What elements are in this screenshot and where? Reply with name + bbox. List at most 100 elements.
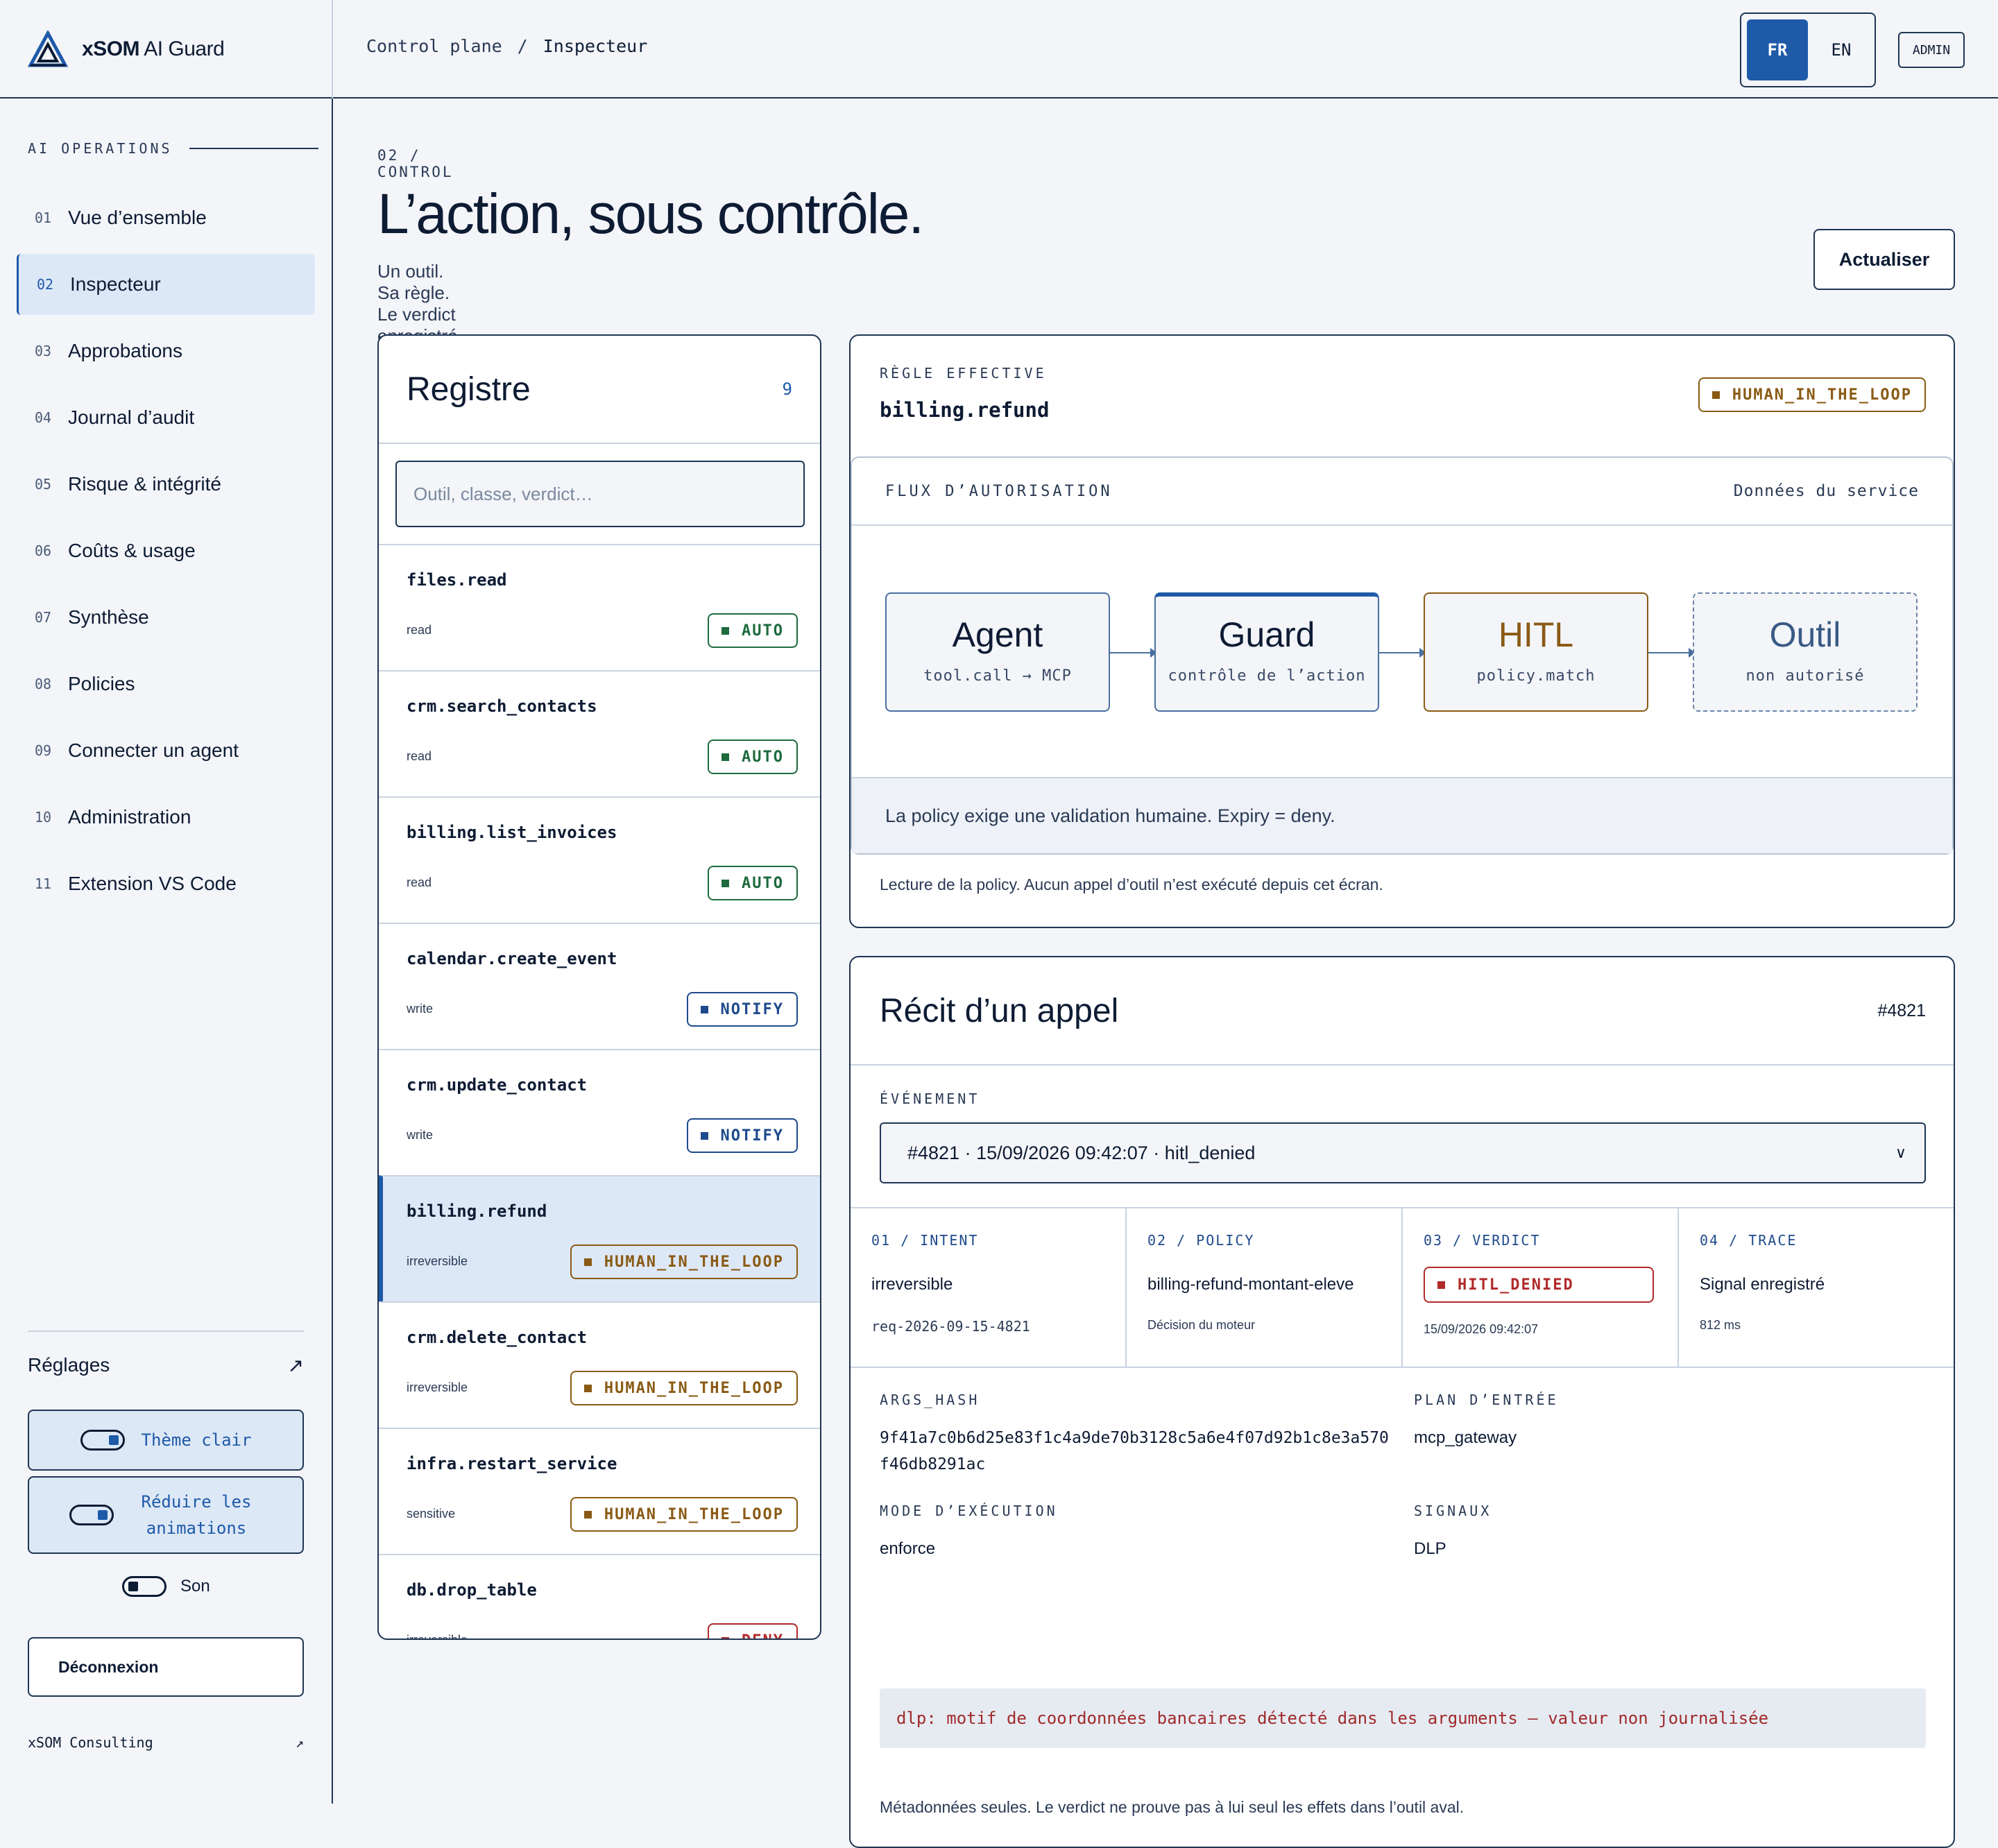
lang-en-button[interactable]: EN (1831, 40, 1852, 60)
tool-name: crm.update_contact (407, 1075, 588, 1095)
step-sub: req-2026-09-15-4821 (871, 1318, 1030, 1335)
flow-header: FLUX D’AUTORISATION Données du service (852, 458, 1952, 526)
node-subtitle: contrôle de l’action (1168, 667, 1366, 685)
flow-note: La policy exige une validation humaine. … (852, 777, 1952, 853)
registry-row[interactable]: billing.list_invoices read AUTO (379, 796, 820, 923)
tool-class: write (407, 1128, 434, 1142)
rule-name: billing.refund (880, 398, 1050, 422)
toggle-switch (80, 1430, 125, 1451)
nav-number: 06 (35, 542, 52, 559)
reduce-motion-toggle[interactable]: Réduire les animations (28, 1476, 304, 1554)
page-kicker: 02 / CONTROL (377, 147, 454, 180)
breadcrumb-root[interactable]: Control plane (366, 36, 502, 56)
narrative-id: #4821 (1877, 1000, 1926, 1020)
tool-class: irreversible (407, 1254, 468, 1268)
sidebar-item-journal-audit[interactable]: 04 Journal d’audit (17, 387, 315, 448)
meta-value: 9f41a7c0b6d25e83f1c4a9de70b3128c5a6e4f07… (880, 1429, 1389, 1473)
nav-number: 03 (35, 343, 52, 359)
node-title: Agent (952, 615, 1043, 654)
step-label: 02 / POLICY (1147, 1232, 1255, 1249)
verdict-badge: HUMAN_IN_THE_LOOP (570, 1497, 798, 1532)
rule-label: RÈGLE EFFECTIVE (880, 365, 1047, 382)
settings-divider (28, 1331, 304, 1332)
verdict-badge: AUTO (708, 613, 798, 648)
nav-label: Synthèse (68, 606, 149, 628)
reduce-motion-label: Réduire les animations (141, 1492, 252, 1538)
top-bar: xSOM AI Guard Control plane / Inspecteur F… (0, 0, 1998, 99)
chevron-down-icon: ∨ (1895, 1144, 1906, 1161)
registry-count: 9 (782, 379, 792, 399)
nav-number: 07 (35, 609, 52, 626)
narrative-footer: Métadonnées seules. Le verdict ne prouve… (880, 1798, 1465, 1816)
registry-row[interactable]: db.drop_table irreversible DENY (379, 1554, 820, 1640)
rule-verdict-badge: HUMAN_IN_THE_LOOP (1698, 377, 1926, 412)
registry-row[interactable]: crm.delete_contact irreversible HUMAN_IN_T… (379, 1301, 820, 1428)
theme-toggle[interactable]: Thème clair (28, 1410, 304, 1471)
effective-rule-panel: RÈGLE EFFECTIVE billing.refund HUMAN_IN_… (849, 334, 1955, 928)
toggle-switch (69, 1505, 114, 1525)
sidebar-item-inspecteur[interactable]: 02 Inspecteur (17, 254, 315, 315)
meta-value: DLP (1414, 1539, 1446, 1558)
meta-value: mcp_gateway (1414, 1428, 1517, 1447)
registry-header: Registre 9 (379, 336, 820, 444)
nav-number: 08 (35, 676, 52, 692)
step-value: irreversible (871, 1275, 953, 1294)
tool-name: infra.restart_service (407, 1454, 617, 1473)
event-label: ÉVÉNEMENT (880, 1090, 980, 1107)
event-select[interactable]: #4821 · 15/09/2026 09:42:07 · hitl_denie… (880, 1122, 1926, 1183)
sidebar-item-vscode[interactable]: 11 Extension VS Code (17, 853, 315, 914)
brand[interactable]: xSOM AI Guard (0, 0, 333, 99)
sidebar-item-connecter-agent[interactable]: 09 Connecter un agent (17, 720, 315, 781)
node-title: Outil (1769, 615, 1841, 654)
call-narrative-panel: Récit d’un appel #4821 ÉVÉNEMENT #4821 · … (849, 956, 1955, 1848)
registry-row[interactable]: crm.search_contacts read AUTO (379, 670, 820, 796)
flow-node-guard: Guard contrôle de l’action (1154, 592, 1379, 712)
theme-toggle-label: Thème clair (141, 1430, 252, 1450)
section-divider (189, 148, 318, 149)
brand-name-bold: xSOM (82, 37, 140, 60)
node-subtitle: policy.match (1476, 667, 1596, 685)
nav-number: 09 (35, 742, 52, 759)
verdict-badge: HUMAN_IN_THE_LOOP (570, 1371, 798, 1405)
external-link-icon: ↗ (295, 1734, 304, 1751)
lang-fr-button[interactable]: FR (1747, 19, 1808, 80)
authorization-flow: FLUX D’AUTORISATION Données du service Ag… (851, 456, 1954, 855)
node-title: HITL (1498, 615, 1574, 654)
node-subtitle: tool.call → MCP (923, 667, 1072, 685)
registry-row[interactable]: calendar.create_event write NOTIFY (379, 923, 820, 1049)
step-sub: 15/09/2026 09:42:07 (1424, 1322, 1539, 1336)
page-title: L’action, sous contrôle. (377, 182, 924, 246)
sound-toggle[interactable]: Son (122, 1576, 210, 1597)
registry-row[interactable]: infra.restart_service sensitive HUMAN_IN_T… (379, 1428, 820, 1554)
flow-node-hitl: HITL policy.match (1424, 592, 1648, 712)
settings-label: Réglages (28, 1354, 110, 1376)
flow-label: FLUX D’AUTORISATION (885, 482, 1113, 500)
sidebar-item-risque[interactable]: 05 Risque & intégrité (17, 454, 315, 515)
refresh-button[interactable]: Actualiser (1813, 229, 1955, 290)
breadcrumb: Control plane / Inspecteur (366, 36, 647, 56)
sidebar-item-vue-ensemble[interactable]: 01 Vue d’ensemble (17, 187, 315, 248)
settings-header[interactable]: Réglages ↗ (28, 1354, 304, 1377)
sidebar-footer[interactable]: xSOM Consulting ↗ (28, 1734, 304, 1751)
flow-arrow (1648, 648, 1696, 658)
logout-button[interactable]: Déconnexion (28, 1637, 304, 1697)
sidebar-item-administration[interactable]: 10 Administration (17, 787, 315, 848)
tool-class: irreversible (407, 1633, 468, 1640)
verdict-badge: AUTO (708, 866, 798, 900)
registry-panel: Registre 9 files.read read AUTO crm.search_… (377, 334, 821, 1640)
sidebar-item-policies[interactable]: 08 Policies (17, 653, 315, 715)
narrative-title: Récit d’un appel (880, 992, 1119, 1029)
step-value: Signal enregistré (1700, 1275, 1825, 1294)
call-steps: 01 / INTENT irreversible req-2026-09-15-48… (851, 1207, 1954, 1368)
registry-row[interactable]: crm.update_contact write NOTIFY (379, 1049, 820, 1175)
nav-label: Coûts & usage (68, 540, 196, 561)
tool-name: billing.refund (407, 1201, 547, 1221)
sidebar-item-approbations[interactable]: 03 Approbations (17, 320, 315, 382)
sidebar-item-couts[interactable]: 06 Coûts & usage (17, 520, 315, 581)
tool-name: calendar.create_event (407, 949, 617, 968)
registry-search-input[interactable] (395, 461, 805, 527)
tool-class: read (407, 623, 432, 637)
registry-row-selected[interactable]: billing.refund irreversible HUMAN_IN_THE_L… (379, 1175, 820, 1301)
registry-row[interactable]: files.read read AUTO (379, 544, 820, 670)
sidebar-item-synthese[interactable]: 07 Synthèse (17, 587, 315, 648)
